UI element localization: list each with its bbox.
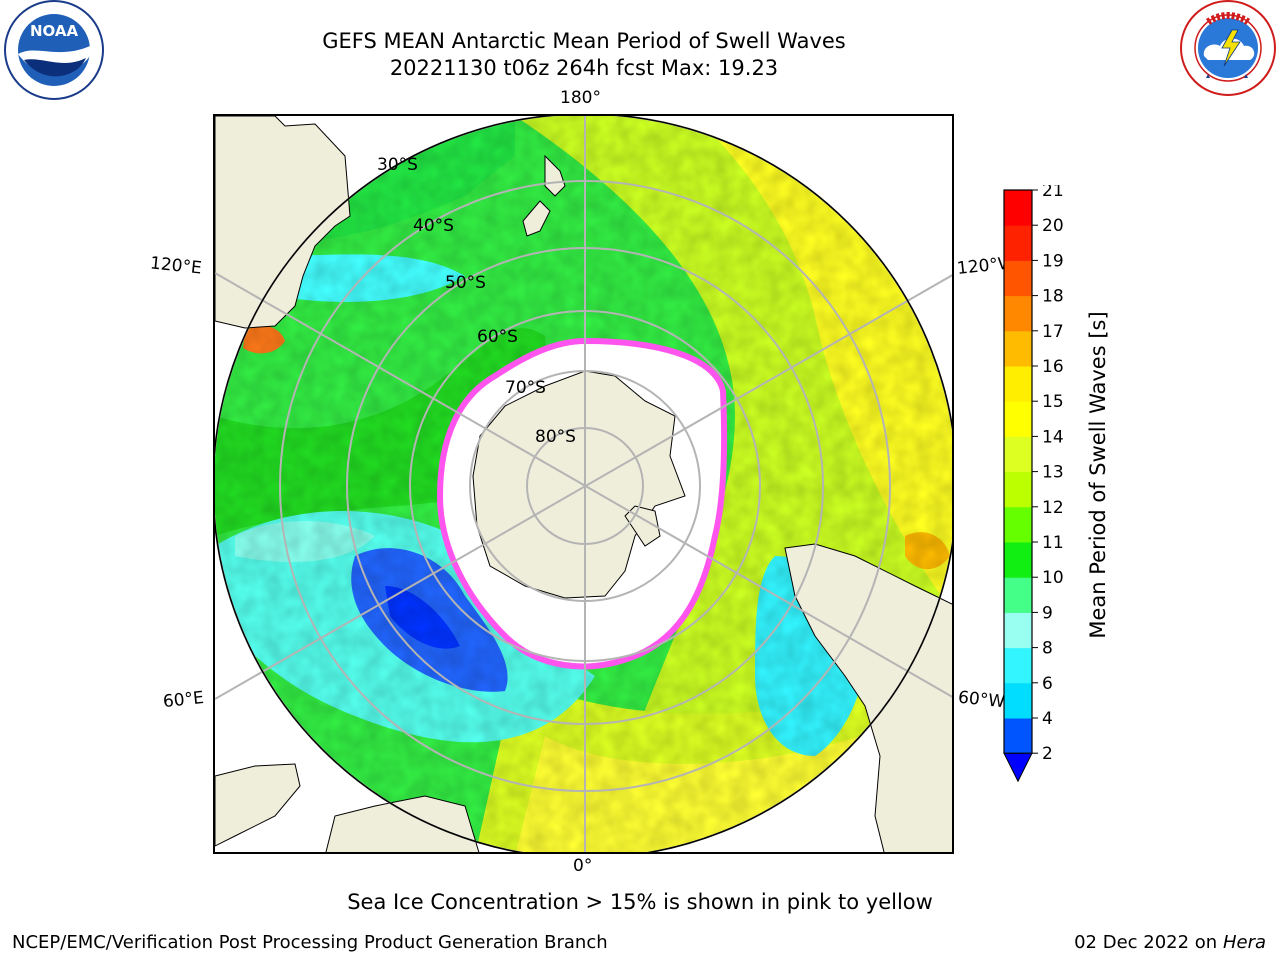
- sea-ice-caption: Sea Ice Concentration > 15% is shown in …: [347, 890, 933, 914]
- colorbar-segment: [1004, 260, 1032, 297]
- colorbar-tick-label: 2: [1042, 744, 1053, 764]
- colorbar-segment: [1004, 436, 1032, 473]
- colorbar-tick-label: 14: [1042, 427, 1064, 447]
- lat-label-40s: 40°S: [413, 216, 454, 236]
- colorbar-tick-label: 20: [1042, 216, 1064, 236]
- colorbar-extend-triangle: [1003, 752, 1033, 783]
- colorbar-label-wrap: Mean Period of Swell Waves [s]: [1085, 190, 1111, 760]
- colorbar-segment: [1004, 718, 1032, 754]
- colorbar-segment: [1004, 542, 1032, 578]
- lon-label-60e: 60°E: [162, 687, 205, 713]
- colorbar-segment: [1004, 647, 1032, 684]
- colorbar-segment: [1004, 190, 1032, 226]
- lat-label-60s: 60°S: [477, 327, 518, 347]
- lon-label-60w: 60°W: [957, 687, 1006, 713]
- footer-date-text: 02 Dec 2022 on: [1074, 932, 1218, 953]
- colorbar-segment: [1004, 577, 1032, 613]
- footer-credit: NCEP/EMC/Verification Post Processing Pr…: [12, 932, 608, 953]
- colorbar-segment: [1004, 471, 1032, 508]
- lon-label-0: 0°: [573, 856, 593, 876]
- colorbar-tick-label: 12: [1042, 498, 1064, 518]
- colorbar-segment: [1004, 225, 1032, 261]
- colorbar-segment: [1004, 295, 1032, 332]
- lat-label-80s: 80°S: [535, 427, 576, 447]
- colorbar-tick-label: 21: [1042, 185, 1064, 201]
- map-canvas: 30°S 40°S 50°S 60°S 70°S 80°S: [215, 116, 952, 852]
- nws-logo: [1178, 0, 1278, 100]
- map-plot-area: 30°S 40°S 50°S 60°S 70°S 80°S: [213, 114, 954, 854]
- colorbar-tick-label: 19: [1042, 251, 1064, 271]
- colorbar-label: Mean Period of Swell Waves [s]: [1086, 311, 1110, 639]
- colorbar-tick-label: 11: [1042, 533, 1064, 553]
- footer-host: Hera: [1222, 932, 1266, 953]
- colorbar-tick-label: 16: [1042, 357, 1064, 377]
- map-subtitle: 20221130 t06z 264h fcst Max: 19.23: [389, 56, 779, 80]
- lon-label-120e: 120°E: [149, 253, 203, 279]
- noaa-logo: NOAA: [2, 0, 106, 104]
- colorbar-tick-label: 9: [1042, 603, 1053, 623]
- footer-date: 02 Dec 2022 on Hera: [1074, 932, 1266, 953]
- colorbar-segment: [1004, 612, 1032, 649]
- colorbar-tick-label: 13: [1042, 463, 1064, 483]
- lat-label-70s: 70°S: [505, 378, 546, 398]
- colorbar: 2 4 6 8 9 10 11 12 13 14 15 16 17 18 19 20 21: [1000, 181, 1080, 785]
- colorbar-segment: [1004, 506, 1032, 543]
- colorbar-svg: 2 4 6 8 9 10 11 12 13 14 15 16 17 18 19 20 21: [1003, 181, 1064, 783]
- colorbar-tick-label: 10: [1042, 568, 1064, 588]
- colorbar-segment: [1004, 401, 1032, 437]
- lat-label-50s: 50°S: [445, 273, 486, 293]
- colorbar-tick-label: 17: [1042, 322, 1064, 342]
- noaa-logo-text: NOAA: [30, 22, 79, 40]
- colorbar-tick-label: 6: [1042, 674, 1053, 694]
- graticule: [215, 116, 952, 852]
- land: [215, 116, 952, 852]
- colorbar-tick-label: 8: [1042, 639, 1053, 659]
- map-title: GEFS MEAN Antarctic Mean Period of Swell…: [322, 29, 846, 53]
- lon-label-180: 180°: [560, 88, 601, 108]
- lat-label-30s: 30°S: [377, 155, 418, 175]
- colorbar-tick-label: 18: [1042, 287, 1064, 307]
- colorbar-tick-label: 15: [1042, 392, 1064, 412]
- colorbar-tick-label: 4: [1042, 709, 1053, 729]
- colorbar-segment: [1004, 330, 1032, 367]
- colorbar-segment: [1004, 682, 1032, 719]
- colorbar-segment: [1004, 366, 1032, 402]
